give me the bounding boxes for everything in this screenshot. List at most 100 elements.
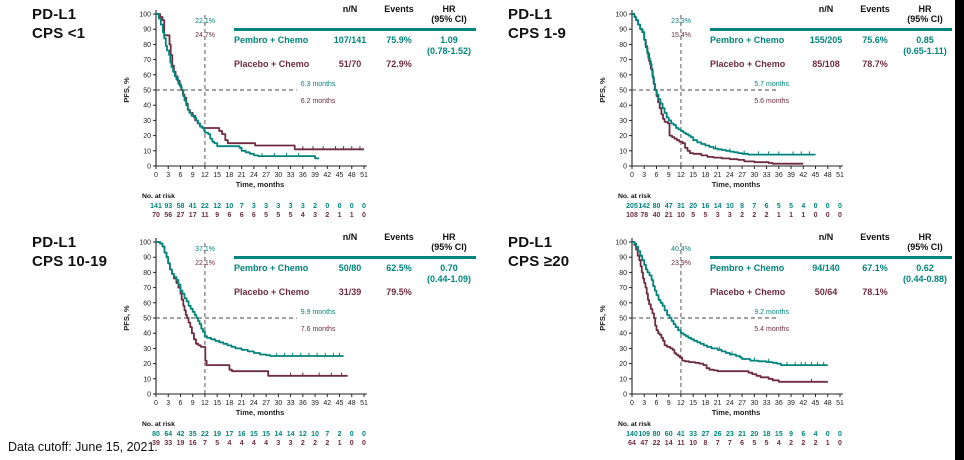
- svg-text:30: 30: [143, 118, 151, 125]
- at-risk-pembro-value: 10: [226, 203, 234, 210]
- svg-text:39: 39: [787, 400, 795, 407]
- svg-text:0: 0: [154, 400, 158, 407]
- at-risk-placebo-value: 0: [362, 212, 366, 219]
- pembro-arm-label: Pembro + Chemo: [234, 262, 309, 273]
- panel-title: PD-L1 CPS 1-9: [508, 6, 566, 44]
- svg-text:100: 100: [139, 12, 151, 19]
- at-risk-placebo-value: 1: [777, 212, 781, 219]
- svg-text:30: 30: [274, 172, 282, 179]
- svg-text:24: 24: [250, 400, 258, 407]
- at-risk-pembro-value: 23: [726, 431, 734, 438]
- svg-text:30: 30: [274, 400, 282, 407]
- svg-text:60: 60: [143, 300, 151, 307]
- svg-text:27: 27: [262, 400, 270, 407]
- at-risk-placebo-value: 1: [801, 212, 805, 219]
- km-curve-placebo: [632, 241, 828, 383]
- svg-text:15: 15: [213, 172, 221, 179]
- at-risk-pembro-value: 7: [240, 203, 244, 210]
- at-risk-pembro-value: 41: [189, 203, 197, 210]
- at-risk-pembro-value: 93: [164, 203, 172, 210]
- svg-text:3: 3: [642, 172, 646, 179]
- svg-text:21: 21: [714, 172, 722, 179]
- svg-text:6: 6: [655, 172, 659, 179]
- at-risk-pembro-value: 6: [765, 203, 769, 210]
- at-risk-pembro-value: 15: [250, 431, 258, 438]
- svg-text:60: 60: [619, 300, 627, 307]
- at-risk-pembro-value: 0: [362, 203, 366, 210]
- at-risk-placebo-value: 27: [177, 212, 185, 219]
- at-risk-placebo-value: 4: [301, 212, 305, 219]
- hr-value: 0.62 (0.44-0.88): [902, 262, 948, 284]
- at-risk-pembro-value: 109: [638, 431, 650, 438]
- at-risk-table: No. at risk14064109478022601441113310278…: [618, 421, 842, 447]
- at-risk-placebo-value: 22: [653, 440, 661, 447]
- col-header-events: Events: [860, 4, 890, 14]
- svg-text:0: 0: [630, 172, 634, 179]
- col-header-events: Events: [860, 232, 890, 242]
- placebo-events-value: 72.9%: [386, 59, 412, 70]
- svg-text:18: 18: [226, 172, 234, 179]
- at-risk-pembro-value: 80: [653, 431, 661, 438]
- placebo-nn-value: 31/39: [338, 287, 362, 298]
- placebo-nn-value: 51/70: [338, 59, 362, 70]
- at-risk-placebo-value: 108: [626, 212, 638, 219]
- at-risk-placebo-value: 8: [703, 440, 707, 447]
- km-panel: 0 10 20 30 40 50 60 70 80 90 100 0 3 6 9 12 15 18 21 24 27 30…: [6, 2, 482, 230]
- hr-blank-cell: [422, 59, 476, 70]
- at-risk-placebo-value: 2: [740, 212, 744, 219]
- svg-text:45: 45: [336, 172, 344, 179]
- pembro-median-label: 5.7 months: [754, 81, 789, 88]
- pembro-median-label: 9.2 months: [754, 309, 789, 316]
- svg-text:30: 30: [619, 346, 627, 353]
- svg-text:33: 33: [763, 400, 771, 407]
- at-risk-placebo-value: 17: [189, 212, 197, 219]
- svg-text:80: 80: [143, 42, 151, 49]
- svg-text:21: 21: [238, 172, 246, 179]
- svg-text:15: 15: [213, 400, 221, 407]
- pembro-arm-label: Pembro + Chemo: [234, 34, 309, 45]
- svg-text:6: 6: [179, 172, 183, 179]
- at-risk-pembro-value: 0: [350, 431, 354, 438]
- svg-text:24: 24: [250, 172, 258, 179]
- placebo-arm-label: Placebo + Chemo: [710, 287, 786, 298]
- svg-text:0: 0: [630, 400, 634, 407]
- svg-text:50: 50: [619, 316, 627, 323]
- svg-text:39: 39: [311, 400, 319, 407]
- at-risk-placebo-value: 16: [189, 440, 197, 447]
- svg-text:40: 40: [143, 331, 151, 338]
- svg-text:9: 9: [191, 400, 195, 407]
- at-risk-placebo-value: 4: [227, 440, 231, 447]
- at-risk-placebo-value: 0: [814, 212, 818, 219]
- at-risk-pembro-value: 22: [201, 203, 209, 210]
- svg-text:30: 30: [143, 346, 151, 353]
- svg-text:20: 20: [143, 361, 151, 368]
- at-risk-pembro-value: 42: [177, 431, 185, 438]
- pembro-events-value: 62.5%: [386, 262, 412, 273]
- hr-value: 0.70 (0.44-1.09): [426, 262, 472, 284]
- at-risk-placebo-value: 0: [838, 212, 842, 219]
- panel-title-line1: PD-L1: [32, 234, 77, 251]
- at-risk-pembro-value: 3: [252, 203, 256, 210]
- at-risk-pembro-value: 3: [264, 203, 268, 210]
- pembro-median-label: 9.9 months: [301, 309, 336, 316]
- placebo-12mo-rate: 15.4%: [671, 32, 691, 39]
- svg-text:51: 51: [836, 400, 844, 407]
- at-risk-pembro-value: 33: [689, 431, 697, 438]
- at-risk-placebo-value: 9: [215, 212, 219, 219]
- svg-text:10: 10: [143, 148, 151, 155]
- svg-text:42: 42: [323, 400, 331, 407]
- at-risk-placebo-value: 1: [338, 212, 342, 219]
- at-risk-pembro-value: 3: [301, 203, 305, 210]
- svg-text:18: 18: [702, 172, 710, 179]
- at-risk-placebo-value: 2: [313, 440, 317, 447]
- at-risk-placebo-value: 11: [677, 440, 685, 447]
- at-risk-header: No. at risk: [142, 193, 175, 200]
- svg-text:51: 51: [360, 172, 368, 179]
- pembro-median-label: 6.3 months: [301, 81, 336, 88]
- placebo-nn-value: 50/64: [814, 287, 838, 298]
- svg-text:39: 39: [787, 172, 795, 179]
- at-risk-placebo-value: 0: [350, 440, 354, 447]
- svg-text:90: 90: [143, 255, 151, 262]
